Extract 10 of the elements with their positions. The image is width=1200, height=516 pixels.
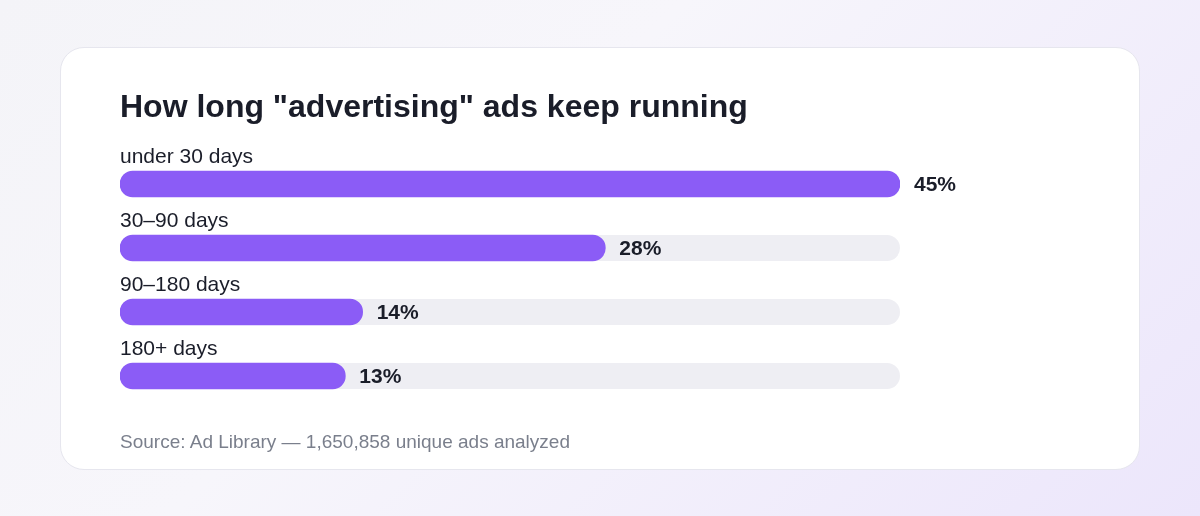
y-tick-label: 90–180 days [120, 272, 241, 295]
chart-title: How long "advertising" ads keep running [120, 88, 748, 125]
y-tick-label: under 30 days [120, 144, 254, 167]
y-tick-label: 180+ days [120, 336, 218, 359]
data-label: 13% [359, 363, 402, 387]
y-tick-label: 30–90 days [120, 208, 229, 231]
data-label: 28% [619, 235, 662, 259]
data-label: 45% [914, 171, 957, 195]
data-label: 14% [376, 299, 420, 323]
source-note: Source: Ad Library — 1,650,858 unique ads analyzed [120, 431, 570, 453]
